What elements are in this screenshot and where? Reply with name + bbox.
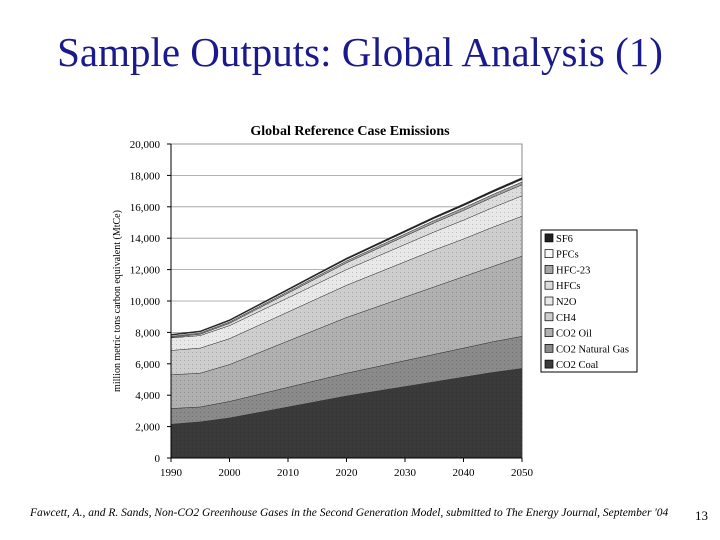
legend-label: PFCs bbox=[556, 250, 579, 261]
y-tick-label: 4,000 bbox=[135, 390, 160, 402]
legend-label: N2O bbox=[556, 297, 577, 308]
legend-swatch bbox=[544, 296, 554, 306]
x-tick-label: 2050 bbox=[511, 467, 534, 479]
legend-label: CO2 Coal bbox=[556, 360, 598, 371]
legend-box bbox=[540, 229, 638, 373]
legend-label: SF6 bbox=[556, 234, 573, 245]
y-tick-label: 6,000 bbox=[135, 359, 160, 371]
legend-swatch bbox=[544, 265, 554, 274]
legend-swatch bbox=[544, 343, 554, 353]
area-texture bbox=[171, 368, 522, 458]
x-tick-label: 2030 bbox=[394, 467, 417, 479]
axes: 0 2,000 4,000 6,000 8,000 10,000 12,000 14,000 1… bbox=[130, 139, 534, 479]
y-tick-label: 2,000 bbox=[135, 422, 160, 434]
y-axis-label: million metric tons carbon equivalent (M… bbox=[112, 210, 123, 392]
area-texture bbox=[171, 177, 522, 336]
area-texture bbox=[171, 216, 522, 375]
legend-swatch bbox=[544, 249, 554, 259]
area-texture bbox=[171, 336, 522, 425]
legend-swatch bbox=[544, 359, 554, 369]
y-tick-label: 20,000 bbox=[130, 139, 161, 151]
area-texture bbox=[171, 256, 522, 409]
legend-label: CH4 bbox=[556, 313, 577, 324]
legend-swatch bbox=[544, 233, 554, 243]
y-tick-label: 8,000 bbox=[135, 327, 160, 339]
area-series bbox=[170, 177, 523, 459]
legend-label: HFCs bbox=[556, 281, 581, 292]
legend-label: CO2 Natural Gas bbox=[556, 344, 629, 355]
chart-title: Global Reference Case Emissions bbox=[250, 124, 450, 139]
y-tick-label: 14,000 bbox=[130, 233, 161, 245]
legend: SF6 PFCs HFC-23 HFCs N2O CH4 CO2 Oil CO2 Natura… bbox=[540, 229, 638, 373]
x-tick-label: 2020 bbox=[336, 467, 359, 479]
y-tick-label: 12,000 bbox=[130, 265, 161, 277]
x-tick-label: 2010 bbox=[277, 467, 300, 479]
y-tick-label: 16,000 bbox=[130, 202, 161, 214]
legend-swatch bbox=[544, 312, 554, 322]
legend-label: HFC-23 bbox=[556, 265, 590, 276]
x-tick-label: 2040 bbox=[453, 467, 476, 479]
legend-label: CO2 Oil bbox=[556, 329, 592, 340]
legend-swatch bbox=[544, 328, 554, 337]
legend-swatch bbox=[544, 280, 554, 290]
y-tick-label: 0 bbox=[155, 453, 161, 465]
y-tick-label: 18,000 bbox=[130, 170, 161, 182]
slide-title: Sample Outputs: Global Analysis (1) bbox=[57, 29, 663, 75]
citation: Fawcett, A., and R. Sands, Non-CO2 Green… bbox=[30, 507, 669, 519]
y-tick-label: 10,000 bbox=[130, 296, 161, 308]
x-tick-label: 1990 bbox=[160, 467, 183, 479]
x-tick-label: 2000 bbox=[219, 467, 242, 479]
slide-number: 13 bbox=[695, 508, 708, 523]
area-texture bbox=[171, 181, 522, 338]
